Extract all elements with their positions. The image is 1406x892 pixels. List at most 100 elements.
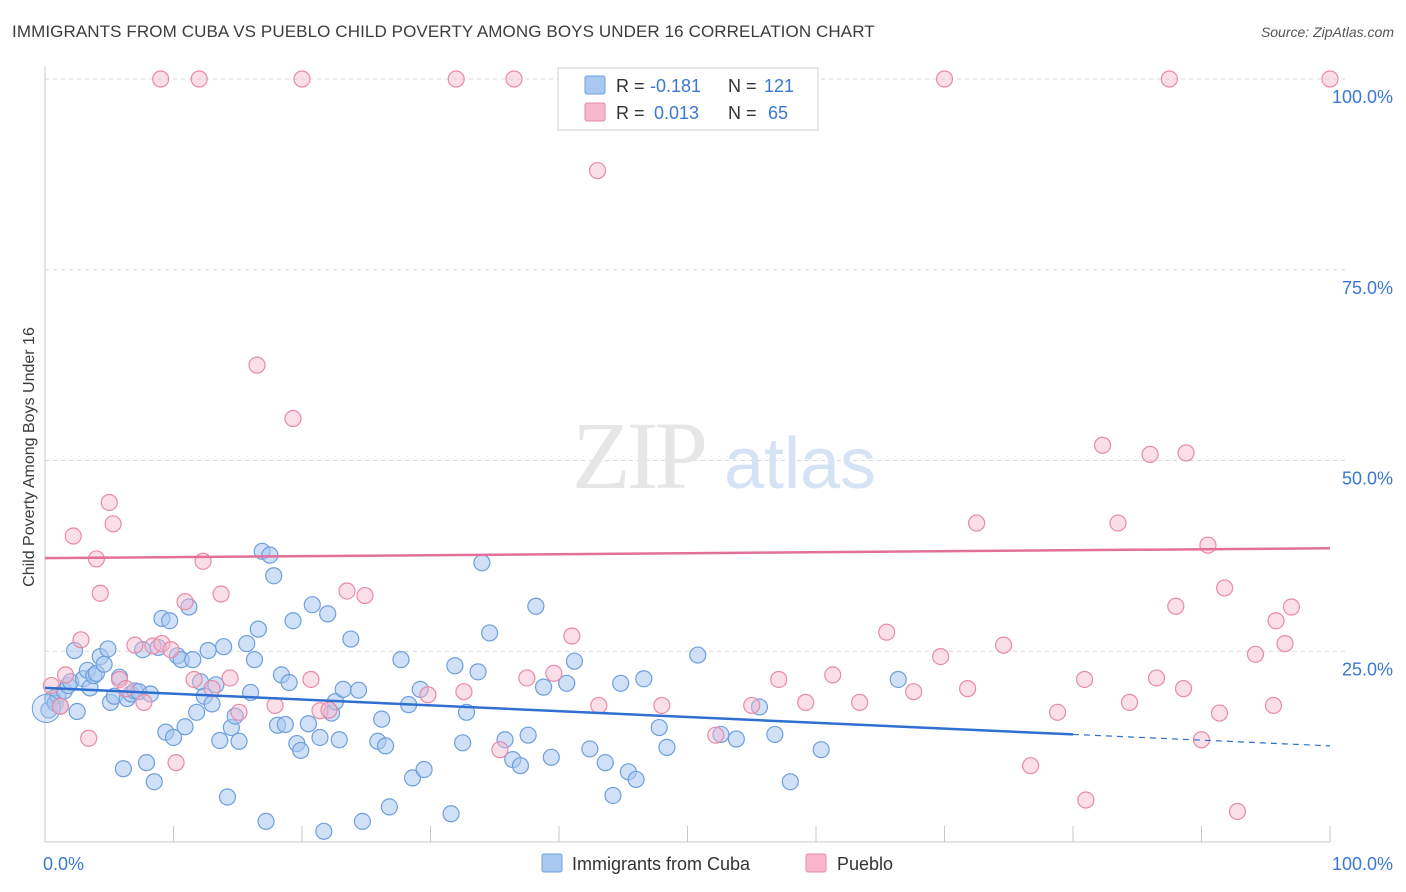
point-pueblo bbox=[212, 585, 230, 603]
point-cuba bbox=[403, 769, 422, 787]
point-cuba bbox=[558, 674, 576, 692]
trend-lines bbox=[44, 546, 1331, 747]
point-pueblo bbox=[135, 693, 153, 711]
point-pueblo bbox=[1048, 703, 1067, 721]
point-pueblo bbox=[707, 726, 725, 744]
point-pueblo bbox=[851, 693, 869, 711]
point-pueblo bbox=[248, 356, 266, 374]
watermark: ZIP atlas bbox=[572, 402, 876, 509]
point-pueblo bbox=[1120, 693, 1139, 711]
point-cuba bbox=[276, 715, 294, 734]
point-cuba bbox=[145, 773, 163, 791]
point-cuba bbox=[238, 635, 256, 653]
point-cuba bbox=[658, 738, 676, 756]
point-pueblo bbox=[91, 584, 109, 602]
legend-n-label-cuba: N = bbox=[728, 76, 757, 96]
point-cuba bbox=[353, 812, 371, 830]
point-cuba bbox=[519, 726, 537, 744]
point-pueblo bbox=[770, 670, 788, 689]
point-cuba bbox=[542, 748, 560, 766]
point-pueblo bbox=[126, 636, 144, 654]
point-pueblo bbox=[1141, 445, 1159, 463]
point-pueblo bbox=[797, 693, 815, 711]
y-axis-label: Child Poverty Among Boys Under 16 bbox=[21, 327, 38, 587]
point-pueblo bbox=[1210, 704, 1229, 722]
point-cuba bbox=[373, 710, 391, 728]
point-pueblo bbox=[194, 552, 212, 570]
point-cuba bbox=[230, 732, 248, 750]
point-cuba bbox=[184, 651, 202, 669]
series-legend-swatch-pueblo bbox=[805, 853, 827, 873]
y-tick-label: 50.0% bbox=[1342, 469, 1393, 489]
point-cuba bbox=[481, 624, 499, 642]
point-cuba bbox=[812, 741, 830, 759]
point-pueblo bbox=[110, 670, 129, 689]
legend-r-value-cuba: -0.181 bbox=[650, 76, 701, 96]
point-pueblo bbox=[1021, 757, 1040, 775]
point-pueblo bbox=[518, 669, 536, 687]
point-cuba bbox=[161, 612, 179, 630]
point-cuba bbox=[249, 620, 267, 638]
grid-lines bbox=[45, 78, 1345, 652]
point-pueblo bbox=[1228, 802, 1247, 821]
point-pueblo bbox=[104, 515, 122, 533]
point-pueblo bbox=[455, 683, 473, 701]
point-pueblo bbox=[1093, 436, 1112, 454]
legend-n-label-pueblo: N = bbox=[728, 103, 757, 123]
point-cuba bbox=[496, 731, 514, 749]
point-cuba bbox=[534, 678, 553, 696]
trend-line-pueblo bbox=[44, 546, 1331, 560]
point-cuba bbox=[689, 646, 707, 664]
point-pueblo bbox=[117, 680, 135, 698]
point-pueblo bbox=[959, 680, 977, 698]
point-cuba bbox=[392, 651, 410, 669]
point-cuba bbox=[211, 731, 229, 750]
point-pueblo bbox=[51, 697, 70, 715]
point-pueblo bbox=[491, 741, 509, 759]
point-cuba bbox=[65, 641, 84, 660]
y-tick-label: 75.0% bbox=[1342, 278, 1393, 298]
point-cuba bbox=[99, 640, 117, 658]
point-cuba bbox=[137, 754, 156, 772]
point-cuba bbox=[218, 788, 237, 806]
point-pueblo bbox=[1075, 670, 1094, 689]
point-cuba bbox=[712, 725, 730, 744]
point-pueblo bbox=[590, 696, 608, 715]
point-cuba bbox=[889, 670, 907, 689]
point-cuba bbox=[612, 674, 630, 692]
point-cuba bbox=[215, 638, 233, 656]
point-pueblo bbox=[100, 493, 118, 512]
point-cuba bbox=[376, 737, 395, 755]
x-tick-labels: 0.0% 100.0% bbox=[43, 854, 1393, 874]
point-pueblo bbox=[1216, 579, 1234, 597]
point-pueblo bbox=[419, 686, 437, 704]
point-cuba bbox=[415, 760, 433, 779]
point-cuba bbox=[245, 651, 264, 669]
point-pueblo bbox=[1264, 696, 1283, 715]
legend-r-label-cuba: R = bbox=[616, 76, 645, 96]
point-pueblo bbox=[266, 696, 284, 715]
y-tick-label: 100.0% bbox=[1332, 87, 1393, 107]
point-cuba bbox=[527, 597, 545, 615]
point-pueblo bbox=[153, 635, 171, 653]
source-credit: Source: ZipAtlas.com bbox=[1260, 24, 1394, 40]
y-tick-label: 25.0% bbox=[1342, 659, 1393, 679]
point-pueblo bbox=[905, 683, 923, 701]
point-cuba bbox=[114, 760, 132, 778]
point-cuba bbox=[342, 630, 360, 648]
point-cuba bbox=[565, 652, 584, 670]
point-cuba bbox=[280, 673, 298, 692]
trend-line-cuba bbox=[44, 686, 1074, 736]
point-pueblo bbox=[72, 631, 90, 649]
point-cuba bbox=[596, 754, 614, 772]
point-pueblo bbox=[167, 754, 185, 772]
series-legend-swatch-cuba bbox=[541, 853, 563, 873]
point-pueblo bbox=[505, 70, 523, 88]
point-cuba bbox=[454, 734, 472, 752]
point-cuba bbox=[349, 681, 368, 699]
point-cuba bbox=[315, 822, 333, 840]
point-cuba bbox=[203, 695, 221, 713]
point-pueblo bbox=[1276, 635, 1294, 653]
point-pueblo bbox=[563, 627, 581, 645]
legend-r-value-pueblo: 0.013 bbox=[654, 103, 699, 123]
